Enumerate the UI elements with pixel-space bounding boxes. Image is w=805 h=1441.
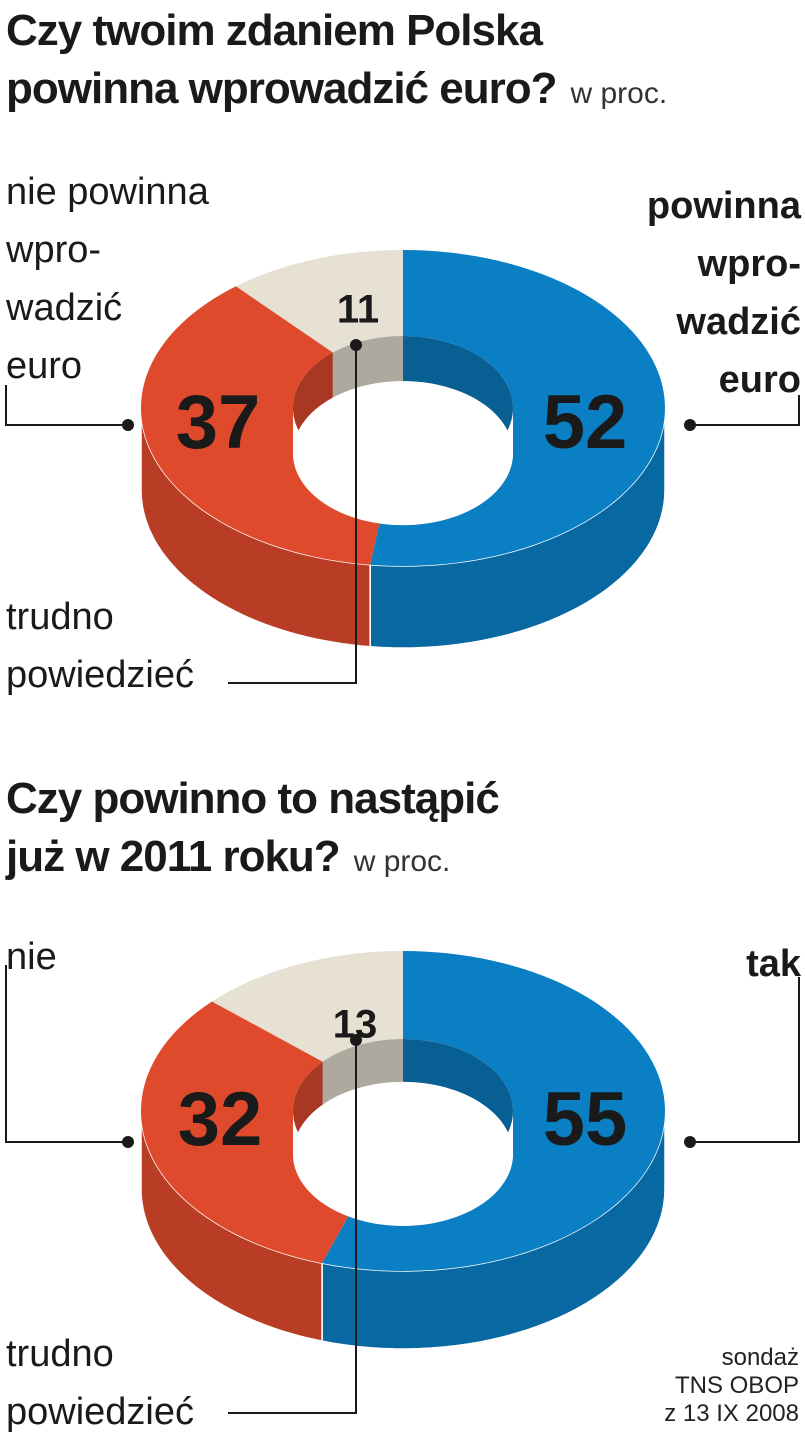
chart1-left-label: nie powinna wpro- wadzić euro [6,171,209,387]
left-connector [5,965,128,1143]
inner-wall-yes [403,336,513,454]
chart2-title-line1: Czy powinno to nastąpić [6,774,500,823]
inner-wall-unsure [332,336,403,398]
bottom-connector [228,1040,357,1414]
left-connector-dot [122,1136,134,1148]
chart1-title: Czy twoim zdaniem Polska powinna wprowad… [6,2,667,123]
chart2-title: Czy powinno to nastąpić już w 2011 roku?… [6,770,500,891]
value-label-yes: 55 [543,1077,628,1162]
chart1-right-label: powinna wpro- wadzić euro [646,185,801,401]
chart2-left-label: nie [6,936,57,978]
chart1-title-line1: Czy twoim zdaniem Polska [6,6,543,55]
value-label-unsure: 13 [333,1003,378,1047]
chart1-unit: w proc. [570,77,668,110]
value-label-no: 37 [176,380,261,465]
chart2-title-line2: już w 2011 roku? w proc. [6,832,451,881]
right-connector [690,395,800,426]
chart2-unit: w proc. [353,845,451,878]
chart2-bottom-label: trudno powiedzieć [6,1333,194,1433]
connector-lines [5,965,800,1414]
slice-no [141,1001,370,1264]
right-connector-dot [684,1136,696,1148]
inner-wall-no [293,352,333,454]
value-label-yes: 52 [543,380,628,465]
inner-wall-unsure [322,1039,403,1105]
value-label-unsure: 11 [337,288,379,332]
donut-hole-front [293,1111,513,1226]
slice-unsure [212,951,403,1062]
donut-inner-walls [293,336,513,454]
inner-wall-yes [403,1039,513,1154]
bottom-connector-dot [350,1034,362,1046]
chart2-right-label: tak [746,943,801,985]
inner-wall-no [293,1061,323,1154]
donut-inner-walls [293,1039,513,1154]
bottom-connector [228,345,357,684]
right-connector-dot [684,419,696,431]
value-label-no: 32 [178,1077,263,1162]
chart2-donut: 55 32 13 [5,951,800,1414]
left-connector [5,385,128,426]
bottom-connector-dot [350,339,362,351]
right-connector [690,977,800,1143]
chart1-bottom-label: trudno powiedzieć [6,596,194,696]
chart1-title-line2: powinna wprowadzić euro? w proc. [6,64,668,113]
connector-lines [5,345,800,684]
source-note: sondaż TNS OBOP z 13 IX 2008 [664,1344,799,1427]
chart1-donut: 52 37 11 [5,250,800,684]
left-connector-dot [122,419,134,431]
donut-hole-front [293,408,513,526]
slice-unsure [235,250,403,353]
